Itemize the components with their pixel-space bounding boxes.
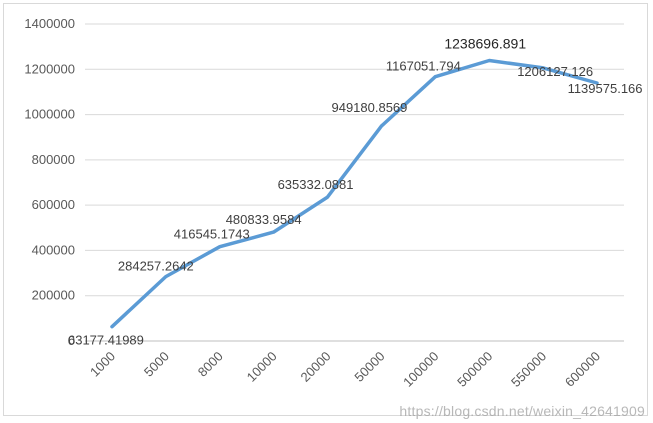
watermark: https://blog.csdn.net/weixin_42641909 — [399, 403, 645, 419]
y-tick-label: 1200000 — [24, 61, 75, 76]
data-label: 416545.1743 — [174, 227, 250, 242]
y-tick-label: 800000 — [32, 152, 75, 167]
data-label: 1167051.794 — [386, 59, 461, 74]
y-axis-ticks: 0 200000 400000 600000 800000 1000000 1200000 1… — [24, 16, 75, 348]
data-label: 949180.8569 — [331, 100, 407, 115]
chart-frame — [3, 3, 648, 416]
x-tick-label: 10000 — [244, 349, 280, 385]
y-tick-label: 600000 — [32, 197, 75, 212]
data-label: 1206127.126 — [517, 64, 593, 79]
x-tick-label: 100000 — [400, 349, 441, 390]
x-tick-label: 550000 — [508, 349, 549, 390]
data-label: 284257.2642 — [118, 259, 194, 274]
data-label: 1139575.166 — [568, 81, 643, 96]
y-tick-label: 400000 — [32, 242, 75, 257]
series-line — [110, 58, 599, 329]
x-tick-label: 50000 — [351, 349, 387, 385]
x-tick-label: 20000 — [297, 349, 333, 385]
y-tick-label: 1000000 — [24, 107, 75, 122]
x-axis-ticks: 1000 5000 8000 10000 20000 50000 100000 500000 5… — [87, 349, 603, 390]
data-labels: 63177.41989 284257.2642 416545.1743480833.… — [68, 36, 643, 348]
y-tick-label: 200000 — [32, 288, 75, 303]
data-label: 1238696.891 — [444, 36, 526, 52]
x-tick-label: 5000 — [141, 349, 172, 380]
data-label: 480833.9584 — [226, 212, 302, 227]
y-tick-label: 1400000 — [24, 16, 75, 31]
x-tick-label: 500000 — [454, 349, 495, 390]
data-label: 63177.41989 — [68, 333, 144, 348]
x-tick-label: 8000 — [195, 349, 226, 380]
y-tick-label: 0 — [68, 333, 75, 348]
data-label: 635332.0881 — [278, 177, 354, 192]
x-tick-label: 1000 — [87, 349, 118, 380]
x-tick-label: 600000 — [562, 349, 603, 390]
